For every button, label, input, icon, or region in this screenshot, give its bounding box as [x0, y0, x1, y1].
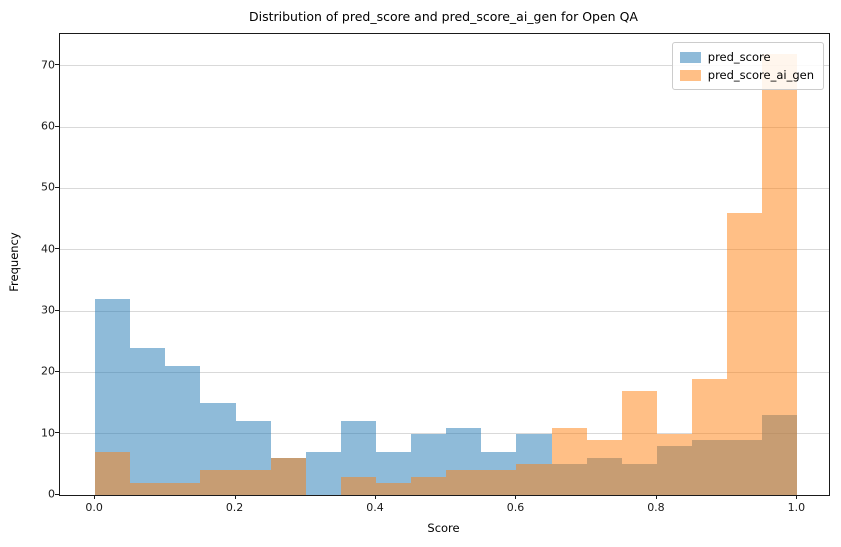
- legend-swatch-icon: [679, 51, 701, 63]
- y-tick-label-70: 70: [41, 58, 55, 72]
- y-tick-mark-60: [55, 125, 59, 127]
- y-tick-label-20: 20: [41, 364, 55, 378]
- y-tick-mark-10: [55, 432, 59, 434]
- y-tick-label-10: 10: [41, 426, 55, 440]
- y-tick-mark-0: [55, 493, 59, 495]
- histogram-bar-pred_score_ai_gen-bin3: [200, 470, 236, 495]
- x-tick-label-0.6: 0.6: [506, 501, 525, 514]
- y-gridline-20: [60, 371, 829, 373]
- y-axis-label: Frequency: [7, 232, 21, 292]
- y-tick-label-50: 50: [41, 180, 55, 194]
- legend-swatch-icon: [679, 69, 701, 81]
- histogram-bar-pred_score_ai_gen-bin16: [656, 433, 693, 495]
- histogram-bar-pred_score_ai_gen-bin19: [762, 53, 798, 495]
- y-tick-label-60: 60: [41, 119, 55, 133]
- x-tick-label-0.0: 0.0: [85, 501, 103, 514]
- histogram-bar-pred_score_ai_gen-bin18: [727, 213, 763, 495]
- histogram-bar-pred_score_ai_gen-bin14: [586, 439, 622, 495]
- legend-entry-pred_score_ai_gen: pred_score_ai_gen: [679, 66, 814, 84]
- y-tick-label-40: 40: [41, 242, 55, 256]
- y-tick-label-0: 0: [48, 487, 55, 501]
- histogram-bar-pred_score_ai_gen-bin10: [446, 470, 482, 495]
- x-tick-mark-1.0: [796, 495, 798, 499]
- y-tick-mark-40: [55, 248, 59, 250]
- histogram-bar-pred_score_ai_gen-bin1: [130, 482, 166, 495]
- histogram-bar-pred_score_ai_gen-bin15: [621, 390, 657, 495]
- y-tick-mark-50: [55, 186, 59, 188]
- histogram-bar-pred_score_ai_gen-bin11: [481, 470, 517, 495]
- x-tick-label-0.4: 0.4: [366, 501, 384, 514]
- histogram-bar-pred_score_ai_gen-bin9: [411, 476, 447, 495]
- chart-title: Distribution of pred_score and pred_scor…: [249, 9, 638, 24]
- y-tick-mark-30: [55, 309, 59, 311]
- y-gridline-30: [60, 310, 829, 312]
- x-tick-mark-0.0: [94, 495, 96, 499]
- histogram-bar-pred_score-bin6: [305, 452, 341, 495]
- legend: pred_score pred_score_ai_gen: [671, 42, 824, 90]
- y-gridline-70: [60, 65, 829, 67]
- y-tick-mark-70: [55, 64, 59, 66]
- x-axis-label: Score: [427, 521, 460, 535]
- plot-area: pred_score pred_score_ai_gen: [59, 33, 830, 496]
- x-tick-mark-0.6: [515, 495, 517, 499]
- histogram-bar-pred_score_ai_gen-bin5: [270, 458, 306, 495]
- y-gridline-40: [60, 249, 829, 251]
- x-tick-mark-0.8: [655, 495, 657, 499]
- x-tick-mark-0.2: [234, 495, 236, 499]
- legend-label: pred_score: [707, 50, 771, 64]
- x-tick-mark-0.4: [375, 495, 377, 499]
- histogram-bar-pred_score_ai_gen-bin7: [340, 476, 377, 495]
- histogram-bar-pred_score_ai_gen-bin13: [551, 427, 587, 495]
- histogram-bar-pred_score_ai_gen-bin8: [376, 482, 412, 495]
- histogram-bar-pred_score_ai_gen-bin12: [516, 464, 552, 495]
- x-tick-label-0.2: 0.2: [225, 501, 244, 514]
- y-tick-mark-20: [55, 370, 59, 372]
- histogram-bar-pred_score-bin1: [130, 347, 166, 495]
- histogram-bar-pred_score-bin2: [165, 366, 201, 495]
- legend-entry-pred_score: pred_score: [679, 48, 814, 66]
- legend-label: pred_score_ai_gen: [707, 68, 814, 82]
- histogram-bar-pred_score_ai_gen-bin0: [95, 452, 131, 495]
- histogram-bar-pred_score_ai_gen-bin4: [235, 470, 271, 495]
- y-gridline-60: [60, 126, 829, 128]
- y-tick-label-30: 30: [41, 303, 55, 317]
- y-gridline-50: [60, 187, 829, 189]
- histogram-bar-pred_score_ai_gen-bin17: [692, 378, 728, 495]
- x-tick-label-1.0: 1.0: [787, 501, 806, 514]
- x-tick-label-0.8: 0.8: [647, 501, 665, 514]
- histogram-bar-pred_score_ai_gen-bin2: [165, 482, 201, 495]
